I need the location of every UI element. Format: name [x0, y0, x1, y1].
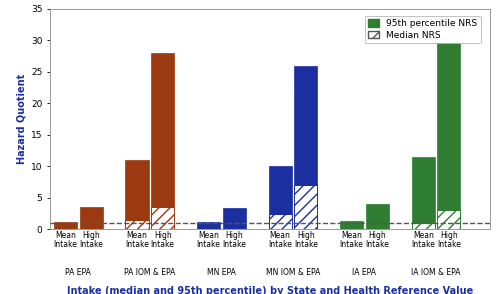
Text: PA IOM & EPA: PA IOM & EPA — [124, 268, 176, 277]
Bar — [340, 221, 363, 229]
Bar — [126, 160, 148, 220]
Bar — [54, 222, 77, 229]
Legend: 95th percentile NRS, Median NRS: 95th percentile NRS, Median NRS — [364, 16, 481, 44]
Text: MN EPA: MN EPA — [207, 268, 236, 277]
Bar — [126, 220, 148, 229]
Text: IA EPA: IA EPA — [352, 268, 376, 277]
Bar — [197, 222, 220, 229]
Bar — [438, 211, 460, 229]
Bar — [268, 166, 291, 213]
Bar — [151, 207, 174, 229]
Text: MN IOM & EPA: MN IOM & EPA — [266, 268, 320, 277]
Y-axis label: Hazard Quotient: Hazard Quotient — [16, 74, 26, 164]
Bar — [412, 157, 435, 223]
Bar — [294, 185, 318, 229]
Bar — [438, 40, 460, 211]
Bar — [294, 66, 318, 185]
Bar — [222, 208, 246, 229]
Bar — [412, 223, 435, 229]
Text: PA EPA: PA EPA — [66, 268, 91, 277]
Bar — [151, 53, 174, 207]
Text: IA IOM & EPA: IA IOM & EPA — [412, 268, 461, 277]
X-axis label: Intake (median and 95th percentile) by State and Health Reference Value: Intake (median and 95th percentile) by S… — [67, 285, 473, 294]
Bar — [366, 204, 389, 229]
Bar — [268, 213, 291, 229]
Bar — [80, 207, 102, 229]
